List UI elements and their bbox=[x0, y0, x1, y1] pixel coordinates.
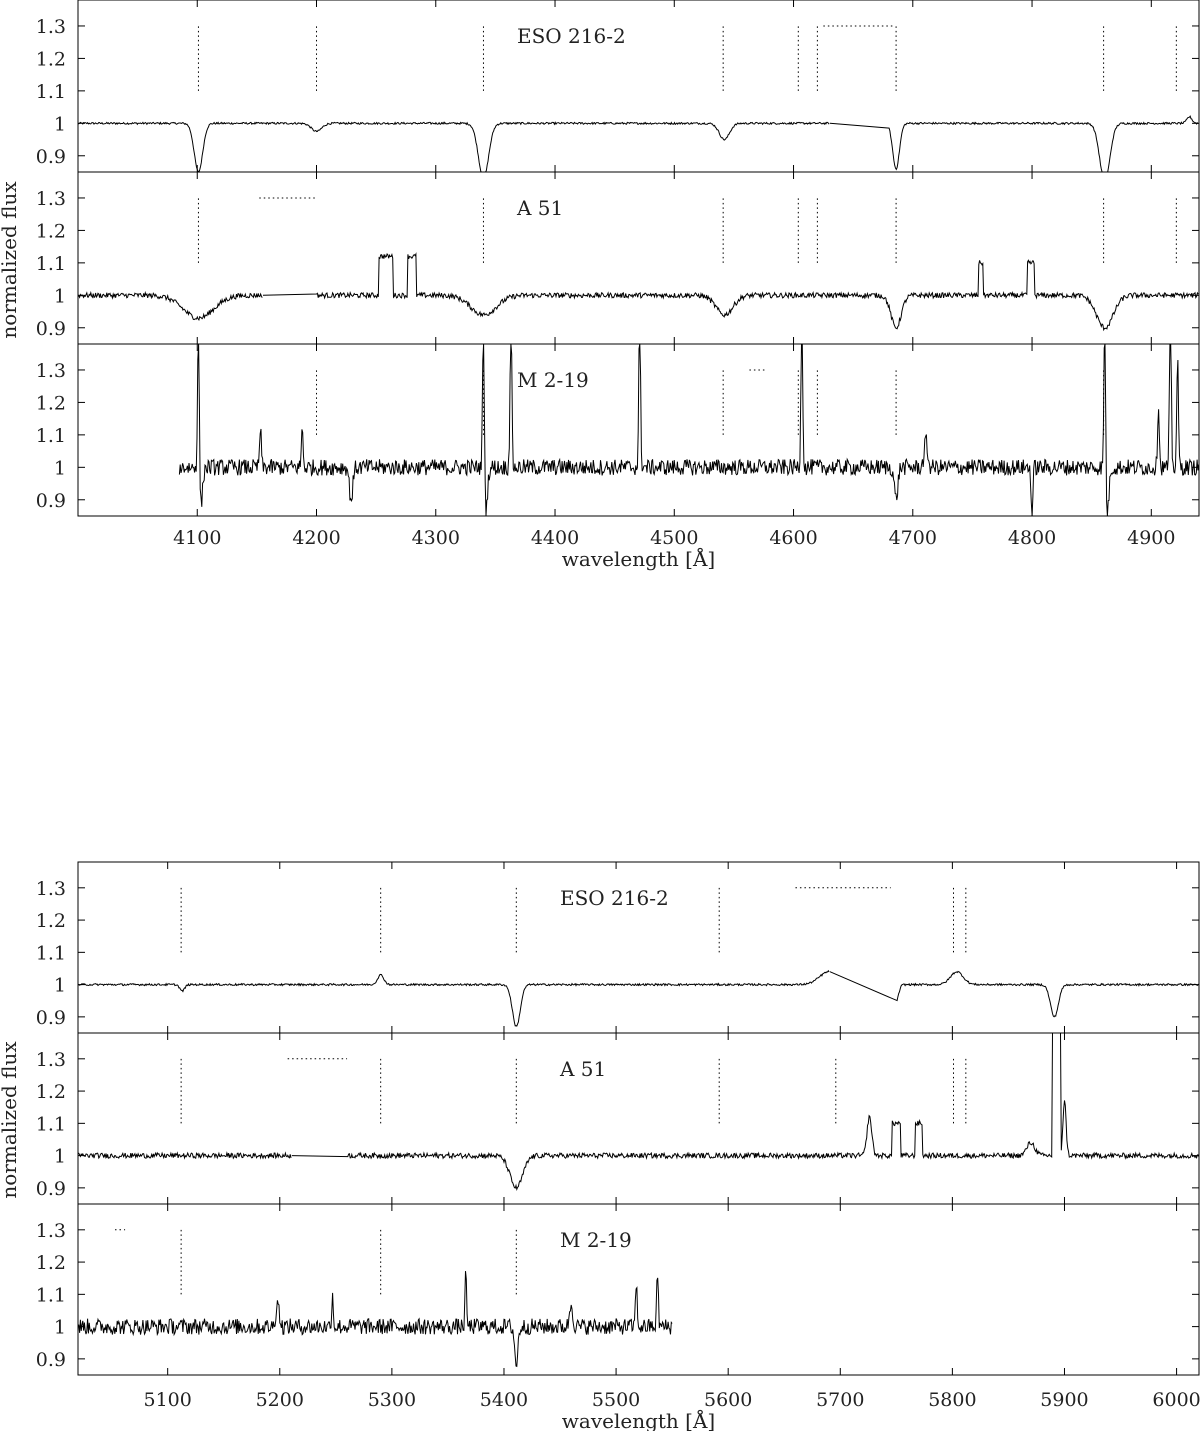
y-tick-label: 1.3 bbox=[36, 16, 66, 38]
y-tick-label: 1.1 bbox=[36, 425, 66, 447]
x-tick-label: 5200 bbox=[256, 1389, 304, 1411]
y-tick-label: 1.2 bbox=[36, 220, 66, 242]
spectrum-line bbox=[178, 343, 1200, 517]
y-axis-label: normalized flux bbox=[0, 1041, 21, 1199]
y-tick-label: 1.2 bbox=[36, 910, 66, 932]
y-tick-label: 0.9 bbox=[36, 490, 66, 512]
x-tick-label: 5300 bbox=[368, 1389, 416, 1411]
x-tick-label: 4100 bbox=[173, 527, 221, 549]
y-tick-label: 1.2 bbox=[36, 1081, 66, 1103]
y-tick-label: 1 bbox=[54, 113, 66, 135]
x-tick-label: 5500 bbox=[592, 1389, 640, 1411]
x-tick-label: 4600 bbox=[769, 527, 817, 549]
y-axis-label: normalized flux bbox=[0, 181, 21, 339]
x-tick-label: 5700 bbox=[816, 1389, 864, 1411]
spectrum-line bbox=[77, 1271, 673, 1368]
y-tick-label: 1.1 bbox=[36, 1284, 66, 1306]
x-tick-label: 5600 bbox=[704, 1389, 752, 1411]
x-tick-label: 4500 bbox=[650, 527, 698, 549]
y-tick-label: 1.3 bbox=[36, 360, 66, 382]
panel-frame bbox=[77, 1203, 1200, 1376]
panel-frame bbox=[77, 1032, 1200, 1205]
y-tick-label: 0.9 bbox=[36, 1178, 66, 1200]
x-tick-label: 5100 bbox=[144, 1389, 192, 1411]
y-tick-label: 1 bbox=[54, 975, 66, 997]
panel-label: M 2-19 bbox=[517, 368, 589, 392]
y-tick-label: 0.9 bbox=[36, 1007, 66, 1029]
x-tick-label: 6000 bbox=[1152, 1389, 1200, 1411]
panel-label: ESO 216-2 bbox=[560, 886, 669, 910]
x-tick-label: 4300 bbox=[412, 527, 460, 549]
x-tick-label: 4200 bbox=[292, 527, 340, 549]
spectrum-line bbox=[77, 252, 1199, 332]
y-tick-label: 1.3 bbox=[36, 188, 66, 210]
y-tick-label: 1.3 bbox=[36, 878, 66, 900]
x-tick-label: 4400 bbox=[531, 527, 579, 549]
y-tick-label: 1.2 bbox=[36, 392, 66, 414]
x-tick-label: 5800 bbox=[928, 1389, 976, 1411]
x-axis-label: wavelength [Å] bbox=[562, 1408, 715, 1431]
y-tick-label: 1 bbox=[54, 285, 66, 307]
panel-frame bbox=[77, 171, 1200, 345]
panel-frame bbox=[77, 343, 1200, 517]
x-tick-label: 5400 bbox=[480, 1389, 528, 1411]
panel-label: M 2-19 bbox=[560, 1228, 632, 1252]
y-tick-label: 1.1 bbox=[36, 81, 66, 103]
y-tick-label: 0.9 bbox=[36, 318, 66, 340]
x-tick-label: 4700 bbox=[889, 527, 937, 549]
x-tick-label: 4800 bbox=[1008, 527, 1056, 549]
panel-label: A 51 bbox=[559, 1057, 606, 1081]
panel-label: A 51 bbox=[516, 196, 563, 220]
y-tick-label: 1.3 bbox=[36, 1220, 66, 1242]
spectrum-line bbox=[77, 1032, 1200, 1192]
y-tick-label: 1.3 bbox=[36, 1049, 66, 1071]
y-tick-label: 1.2 bbox=[36, 1252, 66, 1274]
y-tick-label: 0.9 bbox=[36, 1349, 66, 1371]
x-tick-label: 5900 bbox=[1040, 1389, 1088, 1411]
panel-label: ESO 216-2 bbox=[517, 24, 626, 48]
spectrum-line bbox=[77, 969, 1200, 1027]
y-tick-label: 1 bbox=[54, 457, 66, 479]
x-tick-label: 4900 bbox=[1127, 527, 1175, 549]
y-tick-label: 0.9 bbox=[36, 146, 66, 168]
x-axis-label: wavelength [Å] bbox=[562, 546, 715, 571]
y-tick-label: 1.1 bbox=[36, 1113, 66, 1135]
spectrum-line bbox=[77, 115, 1199, 173]
y-tick-label: 1.2 bbox=[36, 48, 66, 70]
y-tick-label: 1.1 bbox=[36, 253, 66, 275]
y-tick-label: 1 bbox=[54, 1146, 66, 1168]
panel-frame bbox=[77, 0, 1200, 173]
y-tick-label: 1.1 bbox=[36, 942, 66, 964]
y-tick-label: 1 bbox=[54, 1317, 66, 1339]
